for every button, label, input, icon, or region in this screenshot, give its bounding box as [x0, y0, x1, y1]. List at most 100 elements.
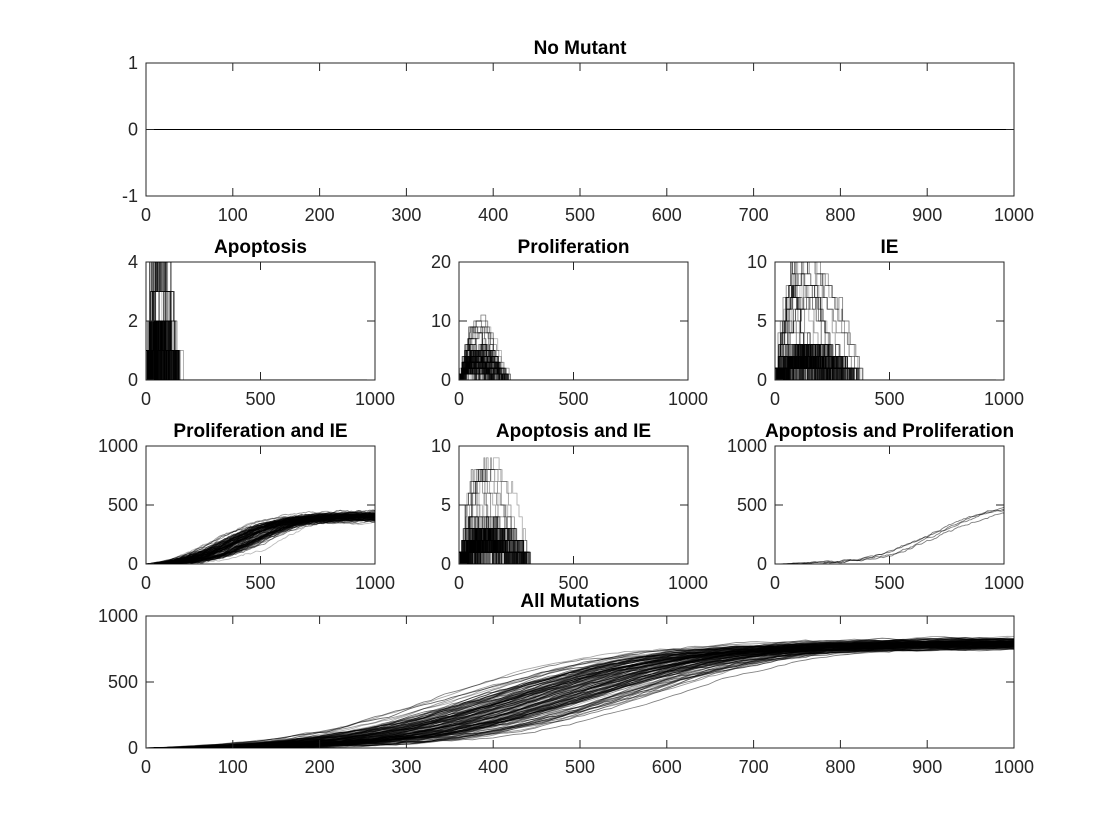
series-line — [775, 355, 1004, 380]
series-line — [146, 641, 1014, 748]
series-line — [146, 644, 1014, 748]
x-tick-label: 500 — [565, 205, 595, 225]
x-tick-label: 0 — [141, 757, 151, 777]
series-line — [775, 344, 1004, 380]
series-line — [146, 512, 375, 564]
y-tick-label: 20 — [431, 252, 451, 272]
axes-box — [145, 445, 376, 565]
y-tick-label: 4 — [128, 252, 138, 272]
traces — [775, 506, 1004, 564]
series-line — [146, 647, 1014, 748]
series-line — [146, 643, 1014, 748]
series-line — [146, 320, 375, 380]
subplot-5: 0 500 1000 0 500 1000 Proliferation and IE — [98, 421, 395, 593]
series-line — [146, 644, 1014, 748]
series-line — [459, 457, 688, 564]
series-line — [459, 469, 688, 564]
series-line — [146, 512, 375, 564]
series-line — [146, 518, 375, 564]
y-tick-label: 0 — [128, 738, 138, 758]
x-tick-label: 0 — [770, 389, 780, 409]
x-tick-label: 500 — [558, 573, 588, 593]
x-tick-label: 1000 — [355, 573, 395, 593]
y-tick-label: 500 — [108, 672, 138, 692]
x-tick-label: 500 — [874, 389, 904, 409]
series-line — [775, 355, 1004, 380]
series-line — [146, 641, 1014, 748]
traces — [775, 262, 1004, 380]
x-tick-label: 100 — [218, 205, 248, 225]
traces — [459, 457, 688, 564]
subplot-6: 0 500 1000 0 5 10 Apoptosis and IE — [431, 421, 708, 593]
x-tick-label: 900 — [912, 757, 942, 777]
subplot-title: Apoptosis and Proliferation — [765, 421, 1014, 442]
series-line — [146, 642, 1014, 748]
y-tick-label: 500 — [737, 495, 767, 515]
series-line — [146, 637, 1014, 748]
series-line — [146, 641, 1014, 748]
series-line — [459, 492, 688, 564]
x-tick-label: 800 — [825, 757, 855, 777]
x-tick-label: 1000 — [668, 573, 708, 593]
x-tick-label: 500 — [874, 573, 904, 593]
series-line — [775, 296, 1004, 380]
series-line — [459, 344, 688, 380]
y-tick-label: 0 — [128, 370, 138, 390]
x-tick-label: 200 — [305, 757, 335, 777]
series-line — [146, 643, 1014, 748]
series-line — [146, 643, 1014, 748]
subplot-title: Apoptosis and IE — [496, 421, 651, 442]
series-line — [775, 262, 1004, 380]
subplot-4: 0 500 1000 0 5 10 IE — [747, 237, 1024, 409]
series-line — [146, 518, 375, 564]
series-line — [146, 511, 375, 564]
series-line — [775, 273, 1004, 380]
series-line — [459, 361, 688, 380]
x-tick-label: 500 — [558, 389, 588, 409]
y-tick-label: 10 — [747, 252, 767, 272]
traces — [459, 314, 688, 380]
subplot-2: 0 500 1000 0 2 4 Apoptosis — [128, 237, 395, 409]
y-tick-label: 500 — [108, 495, 138, 515]
series-line — [146, 513, 375, 564]
series-line — [459, 350, 688, 380]
x-tick-label: 700 — [739, 205, 769, 225]
series-line — [146, 642, 1014, 748]
series-line — [146, 641, 1014, 748]
series-line — [146, 642, 1014, 748]
x-tick-label: 900 — [912, 205, 942, 225]
series-line — [146, 513, 375, 564]
y-tick-label: 10 — [431, 311, 451, 331]
x-tick-label: 0 — [770, 573, 780, 593]
series-line — [146, 643, 1014, 748]
series-line — [146, 514, 375, 564]
series-line — [775, 509, 1004, 564]
series-line — [146, 640, 1014, 748]
series-line — [459, 326, 688, 380]
y-tick-label: 1000 — [727, 436, 767, 456]
series-line — [146, 647, 1014, 748]
series-line — [146, 512, 375, 564]
x-tick-label: 1000 — [668, 389, 708, 409]
x-tick-label: 500 — [245, 389, 275, 409]
x-tick-label: 1000 — [984, 389, 1024, 409]
series-line — [146, 648, 1014, 748]
x-tick-label: 100 — [218, 757, 248, 777]
series-line — [146, 515, 375, 564]
series-line — [146, 639, 1014, 748]
series-line — [146, 515, 375, 564]
series-line — [459, 361, 688, 380]
series-line — [146, 642, 1014, 748]
x-tick-label: 1000 — [994, 205, 1034, 225]
subplot-title: Proliferation — [518, 237, 630, 258]
series-line — [146, 642, 1014, 748]
y-tick-label: 0 — [128, 554, 138, 574]
series-line — [146, 645, 1014, 748]
series-line — [146, 641, 1014, 748]
series-line — [459, 355, 688, 380]
x-tick-label: 1000 — [984, 573, 1024, 593]
y-tick-label: 5 — [757, 311, 767, 331]
series-line — [459, 361, 688, 380]
series-line — [146, 639, 1014, 748]
